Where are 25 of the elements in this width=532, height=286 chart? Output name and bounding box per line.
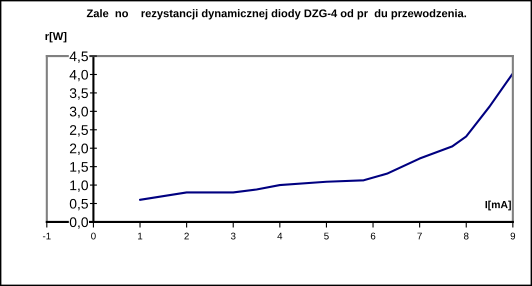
y-tick-label: 4,5 — [70, 52, 88, 63]
x-tick-label: 7 — [417, 232, 422, 240]
y-tick-label: 3,0 — [70, 106, 88, 118]
x-tick-label: 1 — [138, 232, 142, 240]
x-axis-title: I[mA] — [486, 200, 511, 210]
x-tick-label: 5 — [324, 232, 329, 240]
line-series — [138, 72, 513, 201]
y-tick-label: 1,0 — [70, 180, 88, 192]
y-tick-label: 3,5 — [70, 88, 88, 100]
x-tick-label: 9 — [510, 232, 516, 240]
chart-title: Zale no rezystancji dynamicznej diody DZG-4 od pr du przewodzenia. — [86, 9, 466, 20]
x-tick-label: 3 — [230, 232, 236, 240]
x-tick-label: 0 — [91, 232, 96, 240]
x-tick-label: 4 — [277, 232, 282, 240]
x-tick-label: -1 — [42, 232, 51, 240]
y-tick-label: 0,0 — [70, 217, 88, 229]
x-tick-label: 6 — [370, 232, 376, 240]
y-tick-label: 2,0 — [70, 144, 88, 156]
x-tick-label: 8 — [464, 232, 469, 240]
y-axis-title: r[W] — [45, 32, 66, 42]
y-tick-label: 0,5 — [70, 198, 88, 210]
y-tick-label: 4,0 — [70, 70, 88, 82]
x-tick-label: 2 — [184, 232, 189, 240]
y-tick-label: 2,5 — [70, 125, 88, 137]
y-tick-label: 1,5 — [70, 162, 88, 174]
